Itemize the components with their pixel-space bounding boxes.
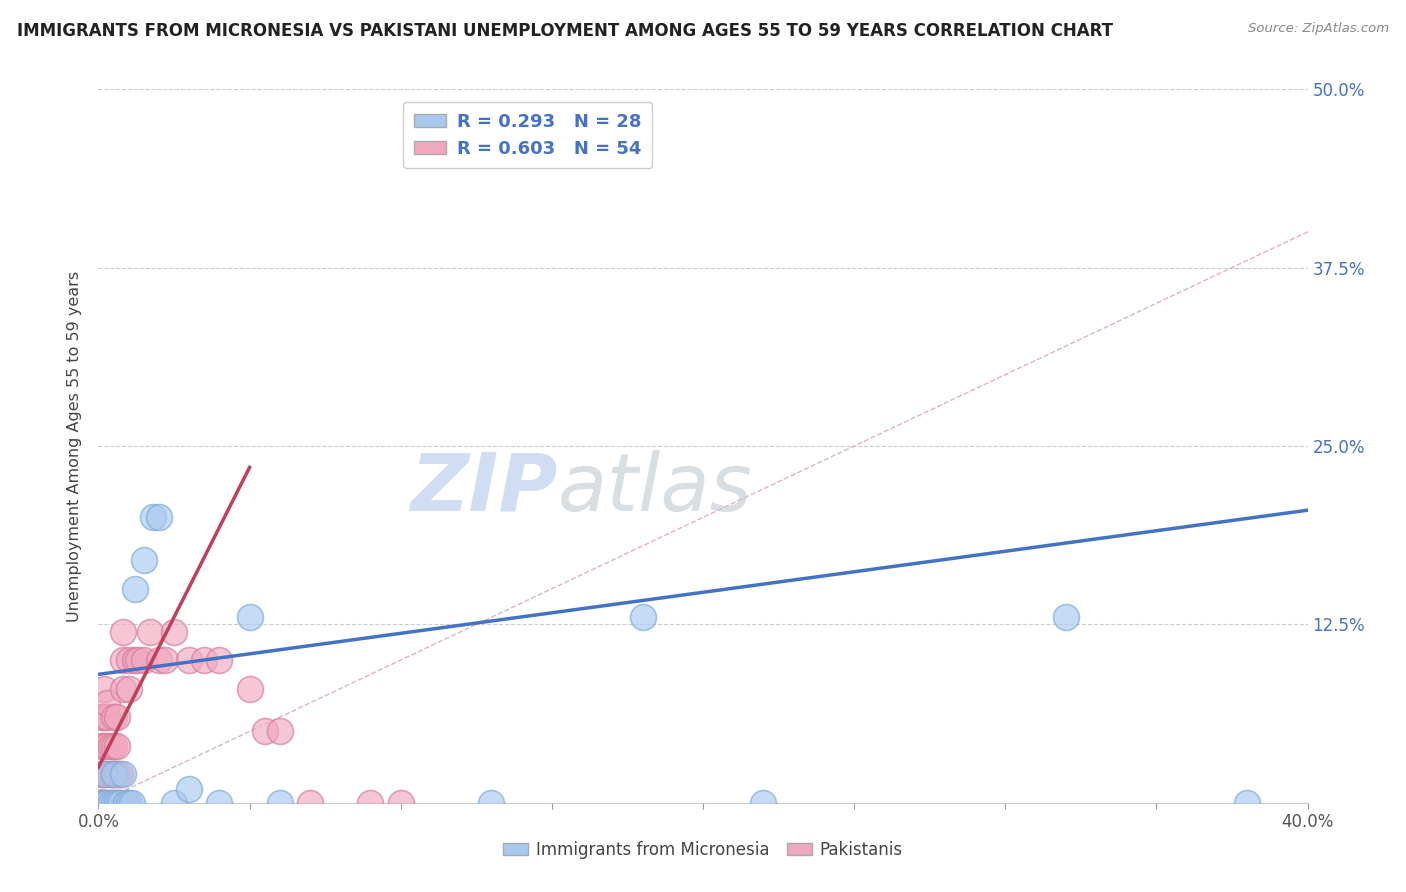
Point — [208, 653, 231, 667]
Point — [90, 796, 112, 810]
Y-axis label: Unemployment Among Ages 55 to 59 years: Unemployment Among Ages 55 to 59 years — [67, 270, 83, 622]
Point — [103, 796, 125, 810]
Point — [111, 624, 134, 639]
Legend: Immigrants from Micronesia, Pakistanis: Immigrants from Micronesia, Pakistanis — [496, 835, 910, 866]
Point — [93, 739, 115, 753]
Text: IMMIGRANTS FROM MICRONESIA VS PAKISTANI UNEMPLOYMENT AMONG AGES 55 TO 59 YEARS C: IMMIGRANTS FROM MICRONESIA VS PAKISTANI … — [17, 22, 1114, 40]
Point — [96, 796, 118, 810]
Point — [114, 796, 136, 810]
Point — [111, 653, 134, 667]
Point — [100, 739, 122, 753]
Point — [90, 796, 112, 810]
Text: ZIP: ZIP — [411, 450, 558, 528]
Point — [163, 624, 186, 639]
Point — [142, 510, 165, 524]
Point — [96, 739, 118, 753]
Point — [93, 796, 115, 810]
Point — [105, 796, 128, 810]
Point — [105, 739, 128, 753]
Point — [93, 767, 115, 781]
Point — [118, 653, 141, 667]
Point — [114, 796, 136, 810]
Point — [124, 582, 146, 596]
Point — [239, 681, 262, 696]
Point — [148, 510, 170, 524]
Point — [90, 767, 112, 781]
Point — [163, 796, 186, 810]
Point — [124, 653, 146, 667]
Point — [193, 653, 215, 667]
Point — [299, 796, 322, 810]
Point — [100, 767, 122, 781]
Point — [1054, 610, 1077, 624]
Point — [96, 710, 118, 724]
Point — [108, 796, 131, 810]
Point — [96, 767, 118, 781]
Point — [90, 710, 112, 724]
Point — [103, 739, 125, 753]
Point — [132, 653, 155, 667]
Point — [93, 796, 115, 810]
Point — [139, 624, 162, 639]
Point — [111, 681, 134, 696]
Point — [108, 796, 131, 810]
Point — [105, 767, 128, 781]
Point — [360, 796, 382, 810]
Point — [118, 796, 141, 810]
Point — [208, 796, 231, 810]
Point — [118, 681, 141, 696]
Point — [239, 610, 262, 624]
Point — [253, 724, 276, 739]
Point — [1236, 796, 1258, 810]
Point — [481, 796, 503, 810]
Point — [93, 796, 115, 810]
Point — [103, 767, 125, 781]
Point — [90, 796, 112, 810]
Point — [93, 710, 115, 724]
Point — [132, 553, 155, 567]
Point — [269, 724, 291, 739]
Point — [90, 739, 112, 753]
Point — [269, 796, 291, 810]
Point — [103, 796, 125, 810]
Point — [179, 781, 201, 796]
Point — [93, 767, 115, 781]
Point — [127, 653, 149, 667]
Point — [148, 653, 170, 667]
Point — [631, 610, 654, 624]
Point — [103, 767, 125, 781]
Point — [91, 796, 114, 810]
Point — [103, 710, 125, 724]
Point — [105, 796, 128, 810]
Point — [153, 653, 176, 667]
Text: Source: ZipAtlas.com: Source: ZipAtlas.com — [1249, 22, 1389, 36]
Point — [752, 796, 775, 810]
Point — [100, 796, 122, 810]
Point — [100, 796, 122, 810]
Point — [389, 796, 412, 810]
Point — [108, 767, 131, 781]
Point — [96, 696, 118, 710]
Point — [121, 796, 143, 810]
Point — [111, 767, 134, 781]
Point — [89, 796, 111, 810]
Point — [93, 681, 115, 696]
Point — [179, 653, 201, 667]
Point — [90, 796, 112, 810]
Text: atlas: atlas — [558, 450, 752, 528]
Point — [96, 796, 118, 810]
Point — [105, 710, 128, 724]
